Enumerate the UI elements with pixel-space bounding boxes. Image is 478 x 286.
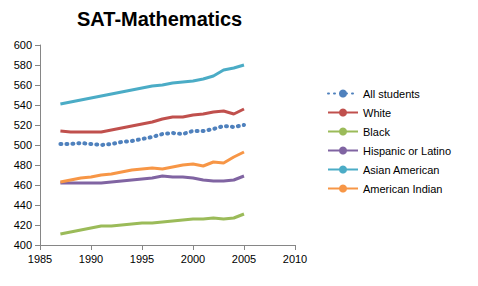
svg-text:2000: 2000 bbox=[181, 253, 205, 265]
svg-text:American Indian: American Indian bbox=[363, 183, 443, 195]
svg-text:500: 500 bbox=[14, 139, 32, 151]
svg-text:540: 540 bbox=[14, 99, 32, 111]
svg-text:2010: 2010 bbox=[283, 253, 307, 265]
svg-text:White: White bbox=[363, 107, 391, 119]
svg-text:1995: 1995 bbox=[130, 253, 154, 265]
svg-text:520: 520 bbox=[14, 119, 32, 131]
svg-text:460: 460 bbox=[14, 179, 32, 191]
svg-text:SAT-Mathematics: SAT-Mathematics bbox=[77, 8, 242, 30]
svg-text:Black: Black bbox=[363, 126, 390, 138]
svg-text:600: 600 bbox=[14, 39, 32, 51]
svg-text:All students: All students bbox=[363, 88, 420, 100]
svg-text:440: 440 bbox=[14, 199, 32, 211]
svg-text:1985: 1985 bbox=[28, 253, 52, 265]
svg-text:2005: 2005 bbox=[232, 253, 256, 265]
svg-text:560: 560 bbox=[14, 79, 32, 91]
svg-text:400: 400 bbox=[14, 239, 32, 251]
svg-text:420: 420 bbox=[14, 219, 32, 231]
svg-text:1990: 1990 bbox=[79, 253, 103, 265]
svg-text:Hispanic or Latino: Hispanic or Latino bbox=[363, 145, 451, 157]
svg-text:580: 580 bbox=[14, 59, 32, 71]
svg-text:480: 480 bbox=[14, 159, 32, 171]
svg-text:Asian American: Asian American bbox=[363, 164, 439, 176]
